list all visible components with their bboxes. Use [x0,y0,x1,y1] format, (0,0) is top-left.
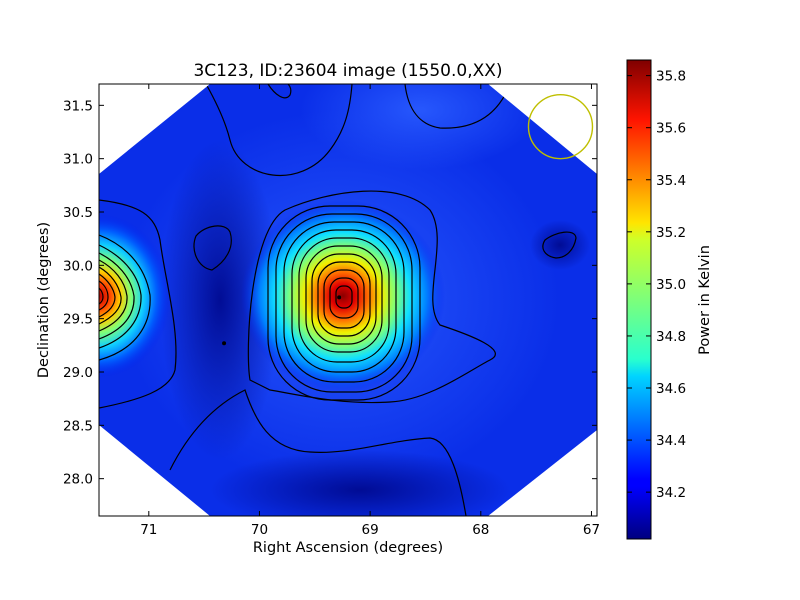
source-marker [222,341,227,346]
y-tick-label: 28.5 [63,418,93,434]
contour-line [99,234,151,361]
source-peak-edge [99,214,171,378]
contour-line [99,287,104,305]
contour-line [267,84,292,99]
contour-line [283,221,405,383]
contour-line [542,231,577,259]
contour-line [311,253,377,345]
y-axis-label: Declination (degrees) [36,222,52,378]
beam-circle [527,93,594,160]
colorbar-tick-label: 34.2 [656,485,686,501]
y-tick-label: 29.5 [63,312,93,328]
x-tick-label: 69 [362,522,379,538]
source-peak-central [241,200,445,392]
colorbar-tick-label: 35.8 [656,69,686,85]
heatmap-dark-region [210,450,510,516]
contour-line [99,280,109,311]
heatmap-dark-region [530,220,590,270]
heatmap-glow [300,84,540,170]
contour-line [99,259,128,332]
contour-line [404,84,511,129]
x-tick-label: 68 [472,522,489,538]
y-tick-label: 29.0 [63,365,93,381]
contour-line [99,244,142,349]
contour-line [305,245,383,353]
contour-line [247,190,496,404]
x-tick-label: 67 [583,522,600,538]
chart-title: 3C123, ID:23604 image (1550.0,XX) [193,61,502,81]
x-axis-label: Right Ascension (degrees) [253,540,443,556]
contour-line [317,261,371,337]
colorbar-tick-label: 35.2 [656,225,686,241]
x-axis: 71 70 69 68 67 [140,84,600,538]
contour-line [335,285,353,309]
contour-line [99,266,122,325]
contour-line [267,205,421,401]
contour-line [169,389,467,516]
y-tick-label: 30.0 [63,258,93,274]
colorbar-gradient [626,59,652,540]
contour-line [275,213,413,393]
plot-frame [98,83,598,517]
source-marker [337,295,342,300]
contour-line [99,273,116,318]
y-tick-label: 31.0 [63,152,93,168]
contour-line [193,225,232,271]
colorbar-tick-label: 34.8 [656,329,686,345]
colorbar-ticks: 34.2 34.4 34.6 34.8 35.0 35.2 35.4 35.6 35.8 [627,69,686,501]
source-markers [222,295,342,346]
contour-line [323,269,365,329]
contour-line [205,84,353,176]
colorbar-tick-label: 34.6 [656,381,686,397]
contour-line [99,199,177,409]
y-tick-label: 31.5 [63,98,93,114]
y-axis: 28.0 28.5 29.0 29.5 30.0 30.5 31.0 31.5 [63,98,597,488]
colorbar-tick-label: 34.4 [656,433,686,449]
contour-line [329,277,359,319]
colorbar-tick-label: 35.0 [656,277,686,293]
contour-line [291,229,397,373]
y-tick-label: 30.5 [63,205,93,221]
heatmap-field [99,84,597,516]
colorbar-label: Power in Kelvin [697,245,713,355]
colorbar: 34.2 34.4 34.6 34.8 35.0 35.2 35.4 35.6 35.8 Pow… [626,59,713,540]
x-tick-label: 70 [251,522,268,538]
contour-line [298,237,390,363]
colorbar-tick-label: 35.4 [656,173,686,189]
y-tick-label: 28.0 [63,472,93,488]
contour-lines [99,84,577,516]
x-tick-label: 71 [140,522,157,538]
contour-line [99,252,135,340]
colorbar-tick-label: 35.6 [656,121,686,137]
